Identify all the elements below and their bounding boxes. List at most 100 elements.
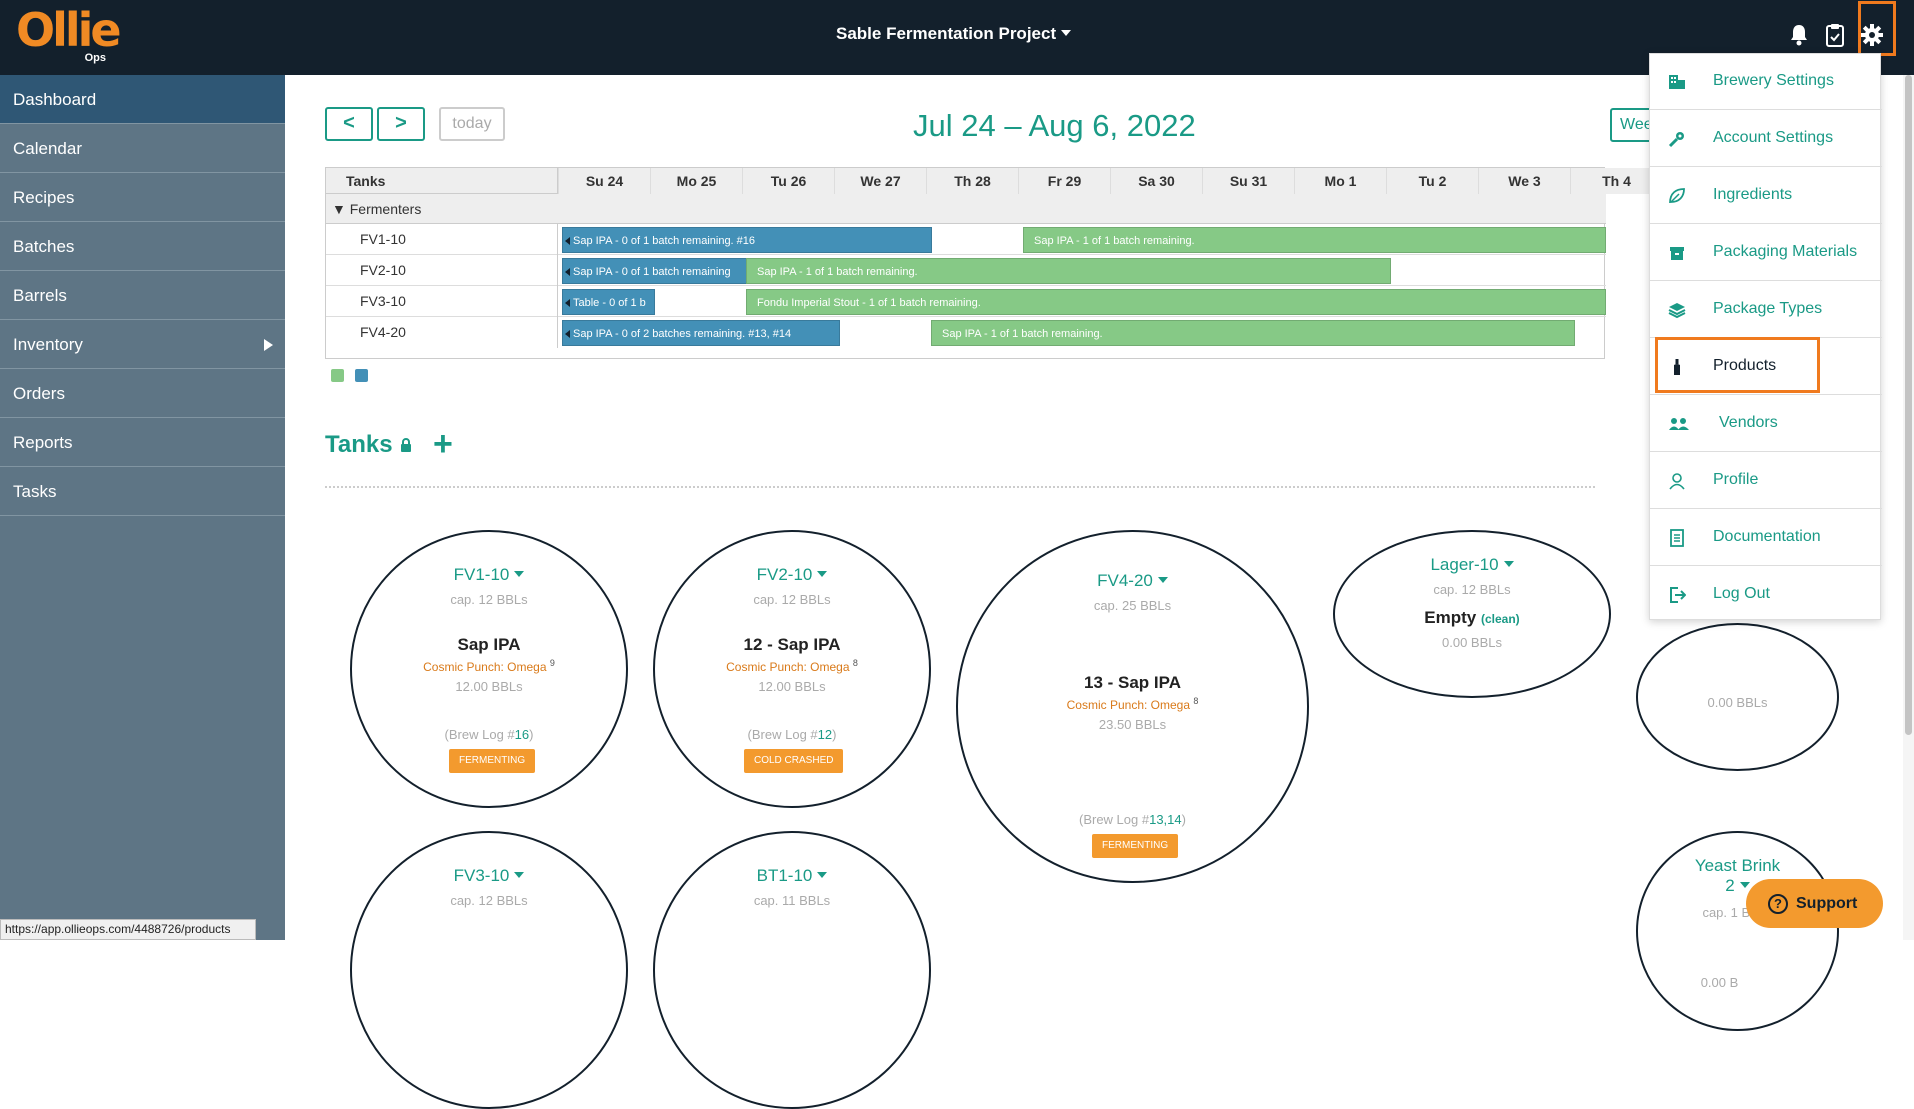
document-icon bbox=[1670, 529, 1684, 547]
sidebar-item-orders[interactable]: Orders bbox=[0, 369, 285, 418]
bottle-icon bbox=[1674, 359, 1680, 375]
event-bar[interactable]: Sap IPA - 0 of 2 batches remaining. #13,… bbox=[562, 320, 840, 346]
tank-name[interactable]: FV4-20 bbox=[958, 571, 1307, 591]
tank-card-partial[interactable]: 0.00 BBLs bbox=[1636, 623, 1839, 771]
section-divider bbox=[325, 486, 1595, 488]
tank-card-fv3-10[interactable]: FV3-10 cap. 12 BBLs bbox=[350, 831, 628, 1109]
tank-card-fv4-20[interactable]: FV4-20 cap. 25 BBLs 13 - Sap IPA Cosmic … bbox=[956, 530, 1309, 883]
menu-item-package-types[interactable]: Package Types bbox=[1650, 282, 1882, 338]
chevron-down-icon bbox=[1739, 882, 1750, 888]
tank-name[interactable]: FV1-10 bbox=[352, 565, 626, 585]
menu-item-profile[interactable]: Profile bbox=[1650, 453, 1882, 509]
event-bar[interactable]: Sap IPA - 1 of 1 batch remaining. bbox=[931, 320, 1575, 346]
day-header: Mo 1 bbox=[1294, 168, 1386, 194]
tank-beer: 12 - Sap IPA bbox=[743, 635, 841, 654]
sidebar-item-barrels[interactable]: Barrels bbox=[0, 271, 285, 320]
menu-item-label: Package Types bbox=[1713, 300, 1823, 317]
event-bar[interactable]: Sap IPA - 1 of 1 batch remaining. bbox=[1023, 227, 1606, 253]
tank-card-fv2-10[interactable]: FV2-10 cap. 12 BBLs 12 - Sap IPA Cosmic … bbox=[653, 530, 931, 808]
tank-card-bt1-10[interactable]: BT1-10 cap. 11 BBLs bbox=[653, 831, 931, 1109]
scrollbar-thumb[interactable] bbox=[1905, 75, 1912, 735]
event-bar[interactable]: Table - 0 of 1 b bbox=[562, 289, 655, 315]
lock-icon[interactable] bbox=[400, 438, 412, 452]
timeline-row: FV1-10 Sap IPA - 0 of 1 batch remaining.… bbox=[326, 224, 1606, 255]
brew-log-suffix: ) bbox=[529, 727, 534, 742]
tank-name[interactable]: Lager-10 bbox=[1335, 555, 1609, 575]
menu-item-label: Ingredients bbox=[1713, 186, 1793, 203]
bell-icon[interactable] bbox=[1787, 22, 1811, 48]
sidebar-item-tasks[interactable]: Tasks bbox=[0, 467, 285, 516]
menu-item-label: Packaging Materials bbox=[1713, 243, 1858, 260]
menu-item-vendors[interactable]: Vendors bbox=[1650, 396, 1882, 452]
sidebar-item-label: Tasks bbox=[13, 482, 57, 501]
sidebar-item-dashboard[interactable]: Dashboard bbox=[0, 75, 285, 124]
today-button[interactable]: today bbox=[439, 107, 505, 141]
add-tank-button[interactable]: + bbox=[433, 425, 453, 463]
tank-name-text: FV1-10 bbox=[453, 565, 510, 584]
sidebar-item-recipes[interactable]: Recipes bbox=[0, 173, 285, 222]
chevron-down-icon bbox=[1503, 561, 1514, 567]
event-label: Sap IPA - 1 of 1 batch remaining. bbox=[1034, 235, 1195, 247]
arrow-left-icon bbox=[565, 237, 570, 245]
tank-capacity: cap. 12 BBLs bbox=[450, 893, 528, 908]
tank-beer: Sap IPA bbox=[457, 635, 521, 654]
sidebar-item-batches[interactable]: Batches bbox=[0, 222, 285, 271]
sidebar-item-inventory[interactable]: Inventory bbox=[0, 320, 285, 369]
key-icon bbox=[1668, 132, 1684, 148]
brew-log-suffix: ) bbox=[1181, 812, 1186, 827]
tank-name[interactable]: Yeast Brink 2 bbox=[1638, 856, 1837, 896]
sidebar-item-reports[interactable]: Reports bbox=[0, 418, 285, 467]
clipboard-icon[interactable] bbox=[1823, 22, 1847, 48]
prev-button[interactable]: < bbox=[325, 107, 373, 141]
brew-log: (Brew Log #13,14) bbox=[958, 812, 1307, 827]
gear-icon[interactable] bbox=[1860, 22, 1884, 48]
brew-log-link[interactable]: 16 bbox=[514, 727, 530, 742]
brew-log-link[interactable]: 12 bbox=[817, 727, 833, 742]
tank-name[interactable]: FV3-10 bbox=[352, 866, 626, 886]
brew-log-prefix: (Brew Log # bbox=[1079, 812, 1150, 827]
tank-capacity: cap. 11 BBLs bbox=[753, 893, 831, 908]
legend-swatch-blue bbox=[355, 369, 368, 382]
menu-item-account-settings[interactable]: Account Settings bbox=[1650, 111, 1882, 167]
brew-log-link[interactable]: 13,14 bbox=[1149, 812, 1182, 827]
tank-card-yeast-brink-2[interactable]: Yeast Brink 2 cap. 1 BBLs 0.00 B bbox=[1636, 831, 1839, 1031]
sidebar-item-calendar[interactable]: Calendar bbox=[0, 124, 285, 173]
event-bar[interactable]: Fondu Imperial Stout - 1 of 1 batch rema… bbox=[746, 289, 1606, 315]
event-label: Sap IPA - 0 of 2 batches remaining. #13,… bbox=[573, 328, 792, 340]
yeast-generation: 9 bbox=[549, 658, 555, 668]
page-scrollbar[interactable] bbox=[1903, 75, 1914, 940]
sidebar-item-label: Dashboard bbox=[13, 90, 97, 109]
sidebar-item-label: Barrels bbox=[13, 286, 67, 305]
menu-item-label: Products bbox=[1713, 357, 1777, 374]
menu-item-packaging-materials[interactable]: Packaging Materials bbox=[1650, 225, 1882, 281]
event-bar[interactable]: Sap IPA - 0 of 1 batch remaining. #16 bbox=[562, 227, 932, 253]
event-bar[interactable]: Sap IPA - 1 of 1 batch remaining. bbox=[746, 258, 1391, 284]
row-tank-label: FV2-10 bbox=[326, 255, 558, 286]
day-header: Su 24 bbox=[558, 168, 650, 194]
tank-name[interactable]: BT1-10 bbox=[655, 866, 929, 886]
sidebar-item-label: Orders bbox=[13, 384, 65, 403]
menu-item-label: Documentation bbox=[1713, 528, 1821, 545]
menu-item-products[interactable]: Products bbox=[1650, 339, 1882, 395]
sidebar-item-label: Recipes bbox=[13, 188, 75, 207]
brew-log-suffix: ) bbox=[832, 727, 837, 742]
next-button[interactable]: > bbox=[377, 107, 425, 141]
sidebar-item-label: Reports bbox=[13, 433, 73, 452]
menu-item-log-out[interactable]: Log Out bbox=[1650, 567, 1882, 623]
event-bar[interactable]: Sap IPA - 0 of 1 batch remaining bbox=[562, 258, 748, 284]
menu-item-brewery-settings[interactable]: Brewery Settings bbox=[1650, 54, 1882, 110]
tank-name[interactable]: FV2-10 bbox=[655, 565, 929, 585]
row-tank-label: FV4-20 bbox=[326, 317, 558, 348]
menu-item-ingredients[interactable]: Ingredients bbox=[1650, 168, 1882, 224]
tank-card-fv1-10[interactable]: FV1-10 cap. 12 BBLs Sap IPA Cosmic Punch… bbox=[350, 530, 628, 808]
ollie-logo[interactable]: Ollie Ops bbox=[16, 6, 122, 66]
event-label: Table - 0 of 1 b bbox=[573, 297, 646, 309]
arrow-left-icon bbox=[565, 330, 570, 338]
project-selector[interactable]: Sable Fermentation Project bbox=[836, 24, 1072, 44]
group-fermenters[interactable]: ▼ Fermenters bbox=[326, 194, 1606, 224]
user-icon bbox=[1669, 473, 1685, 490]
yeast-name: Cosmic Punch: Omega bbox=[423, 660, 547, 674]
support-button[interactable]: ? Support bbox=[1746, 879, 1883, 928]
menu-item-documentation[interactable]: Documentation bbox=[1650, 510, 1882, 566]
tank-card-lager-10[interactable]: Lager-10 cap. 12 BBLs Empty (clean) 0.00… bbox=[1333, 530, 1611, 698]
